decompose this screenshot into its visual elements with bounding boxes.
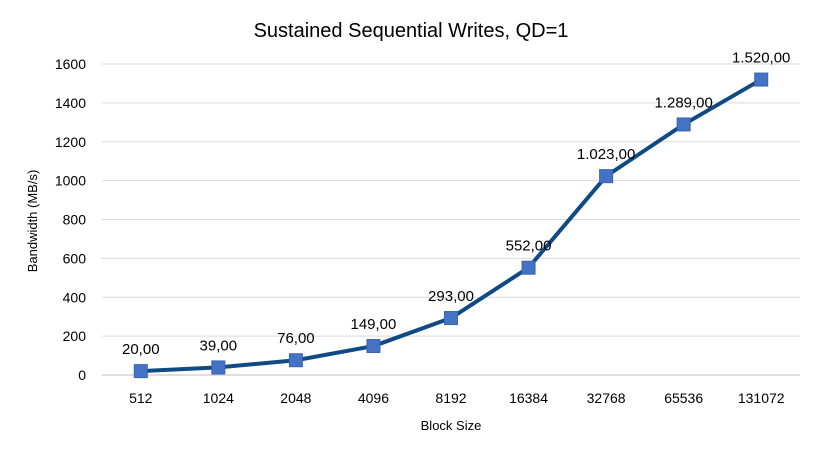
series-line [138, 77, 764, 374]
data-markers [133, 72, 769, 379]
x-tick-label: 16384 [509, 390, 548, 406]
x-tick-label: 4096 [358, 390, 389, 406]
x-tick-label: 32768 [587, 390, 626, 406]
y-tick-label: 1600 [55, 56, 86, 72]
data-point [366, 339, 381, 354]
x-tick-label: 512 [129, 390, 153, 406]
y-tick-label: 800 [63, 212, 87, 228]
chart-title: Sustained Sequential Writes, QD=1 [254, 20, 569, 42]
data-label: 20,00 [122, 341, 160, 358]
y-tick-label: 400 [63, 289, 87, 305]
x-tick-label: 65536 [664, 390, 703, 406]
data-label: 1.023,00 [577, 146, 635, 163]
y-axis-ticks: 0 200 400 600 800 1000 1200 1400 1600 [55, 56, 86, 383]
data-point [211, 360, 226, 375]
x-tick-label: 2048 [280, 390, 311, 406]
data-label: 149,00 [350, 316, 396, 333]
y-tick-label: 1200 [55, 134, 86, 150]
x-axis-title: Block Size [421, 418, 482, 433]
data-point [444, 311, 458, 326]
data-point [288, 353, 303, 368]
data-point [133, 364, 148, 379]
data-label: 76,00 [277, 330, 315, 347]
data-labels: 20,00 39,00 76,00 149,00 293,00 552,00 1.023,0… [122, 50, 790, 359]
y-tick-label: 1000 [55, 173, 86, 189]
y-tick-label: 0 [78, 367, 86, 383]
data-point [521, 260, 536, 275]
data-point [754, 72, 769, 87]
data-point [676, 117, 691, 132]
y-tick-label: 200 [63, 328, 87, 344]
gridlines [102, 63, 800, 337]
x-tick-label: 131072 [738, 390, 785, 406]
data-label: 293,00 [428, 288, 474, 305]
data-label: 1.520,00 [732, 50, 790, 67]
y-tick-label: 600 [63, 250, 87, 266]
data-label: 1.289,00 [654, 94, 712, 111]
y-axis-title: Bandwidth (MB/s) [25, 170, 40, 273]
data-point [599, 169, 614, 184]
x-tick-label: 8192 [435, 390, 466, 406]
y-tick-label: 1400 [55, 95, 86, 111]
x-axis-ticks: 512 1024 2048 4096 8192 16384 32768 65536 131072 [129, 390, 785, 406]
data-label: 39,00 [200, 337, 238, 354]
x-tick-label: 1024 [203, 390, 234, 406]
data-label: 552,00 [506, 238, 552, 255]
